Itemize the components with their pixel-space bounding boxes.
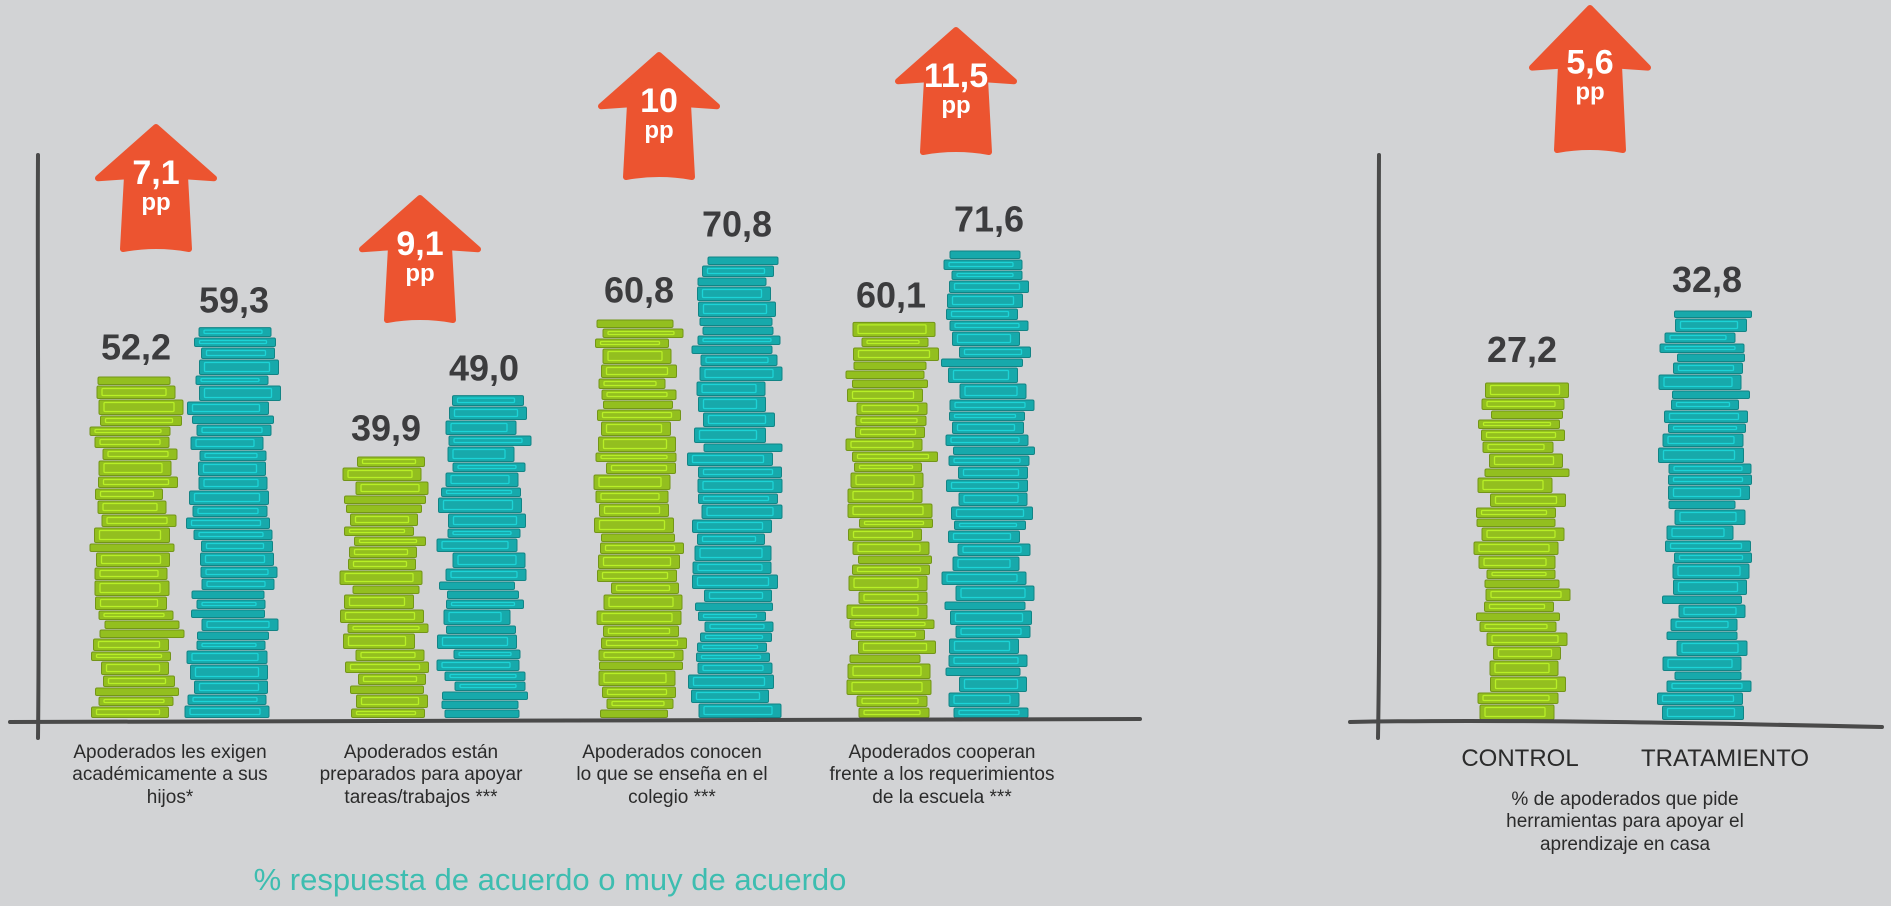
category-label-4: Apoderados cooperan frente a los requeri… [802, 742, 1082, 809]
category-label-1: Apoderados les exigen académicamente a s… [50, 742, 290, 809]
treatment-stack-1 [184, 327, 281, 718]
books-layer [89, 250, 1752, 720]
treatment-right-value-label: 32,8 [1672, 259, 1742, 300]
value-labels-layer: 52,2 39,9 60,8 60,1 59,3 49,0 70,8 71,6 27,2 32,8 [101, 198, 1742, 448]
difference-arrow-2-unit: pp [405, 260, 434, 287]
difference-arrow-2: 9,1pp [359, 195, 481, 323]
control-value-label-1: 52,2 [101, 326, 171, 367]
treatment-value-label-1: 59,3 [199, 280, 269, 321]
control-value-label-2: 39,9 [351, 408, 421, 449]
difference-arrow-1-unit: pp [141, 189, 170, 216]
category-label-2-line-2: preparados para apoyar [319, 764, 523, 786]
difference-arrow-3-unit: pp [644, 117, 673, 144]
right-y-axis [1376, 153, 1382, 740]
treatment-value-label-3: 70,8 [702, 204, 772, 245]
control-stack-4 [845, 321, 939, 718]
treatment-stack-4 [941, 250, 1035, 718]
treatment-stack-3 [687, 256, 783, 718]
control-right-value-label: 27,2 [1487, 329, 1557, 370]
right-difference-arrow: 5,6pp [1529, 5, 1651, 153]
category-label-4-line-1: Apoderados cooperan [848, 742, 1036, 763]
control-stack-2 [339, 456, 429, 718]
difference-arrow-2-value: 9,1 [396, 225, 443, 263]
right-caption-line-2: herramientas para apoyar el [1506, 811, 1744, 833]
difference-arrow-3-value: 10 [640, 82, 678, 120]
right-difference-arrow-unit: pp [1575, 79, 1604, 106]
category-label-3: Apoderados conocen lo que se enseña en e… [552, 742, 792, 809]
category-label-3-line-1: Apoderados conocen [582, 742, 762, 763]
right-difference-arrow-value: 5,6 [1566, 44, 1613, 82]
category-label-1-line-2: académicamente a sus [72, 764, 268, 786]
difference-arrow-4-unit: pp [941, 92, 970, 119]
control-value-label-3: 60,8 [604, 270, 674, 311]
category-label-1-line-1: Apoderados les exigen [73, 742, 267, 763]
category-label-3-line-3: colegio *** [628, 786, 716, 808]
left-x-axis [8, 717, 1142, 724]
category-label-4-line-3: de la escuela *** [872, 786, 1012, 808]
treatment-right-stack [1657, 310, 1752, 720]
right-x-axis [1348, 718, 1884, 729]
category-label-1-line-3: hijos* [146, 786, 194, 808]
treatment-label: TRATAMIENTO [1641, 745, 1809, 772]
treatment-stack-2 [436, 395, 532, 718]
control-label: CONTROL [1461, 745, 1579, 772]
category-label-2-line-3: tareas/trabajos *** [344, 786, 498, 808]
right-chart-caption: % de apoderados que pide herramientas pa… [1475, 789, 1775, 856]
control-stack-1 [89, 376, 185, 718]
control-value-label-4: 60,1 [856, 274, 926, 315]
difference-arrow-4: 11,5pp [895, 27, 1017, 155]
difference-arrow-1: 7,1pp [95, 124, 217, 252]
control-right-stack [1473, 382, 1571, 720]
left-y-axis [35, 153, 41, 740]
category-label-3-line-2: lo que se enseña en el [576, 764, 768, 786]
control-stack-3 [593, 319, 687, 718]
category-label-2: Apoderados están preparados para apoyar … [301, 742, 541, 809]
category-label-4-line-2: frente a los requerimientos [829, 764, 1055, 786]
treatment-value-label-4: 71,6 [954, 198, 1024, 239]
footer-axis-caption: % respuesta de acuerdo o muy de acuerdo [253, 862, 847, 897]
axes-layer [8, 153, 1884, 740]
right-caption-line-3: aprendizaje en casa [1539, 833, 1711, 855]
treatment-value-label-2: 49,0 [449, 348, 519, 389]
difference-arrow-4-value: 11,5 [924, 57, 988, 95]
category-label-2-line-1: Apoderados están [343, 742, 499, 763]
difference-arrow-1-value: 7,1 [132, 154, 179, 192]
right-caption-line-1: % de apoderados que pide [1511, 789, 1739, 810]
